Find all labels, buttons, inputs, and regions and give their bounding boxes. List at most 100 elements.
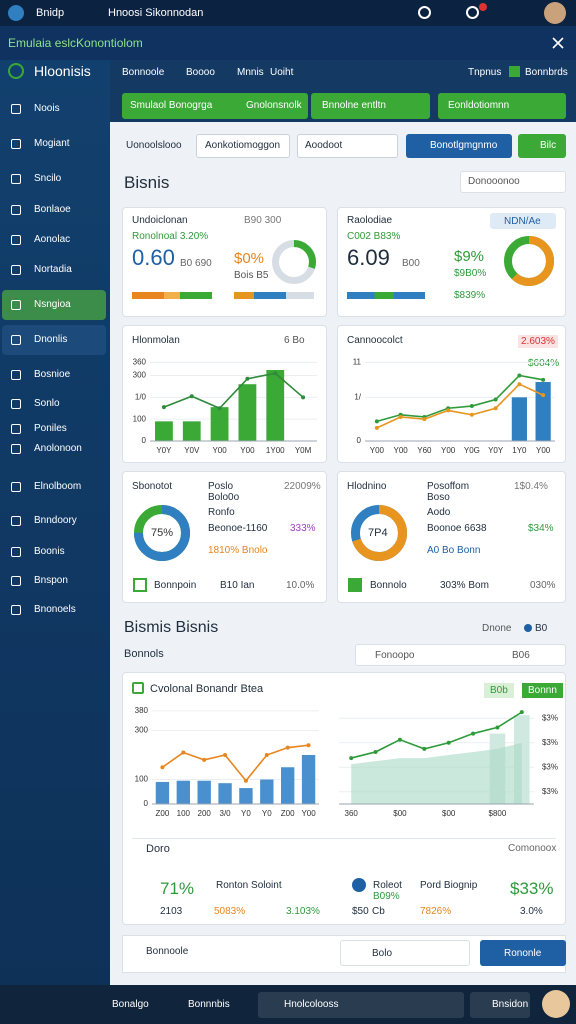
y-tick-label: 1/0 xyxy=(135,392,147,401)
kpi-value: 6.09 xyxy=(347,245,390,270)
nav-item[interactable]: Sonlo xyxy=(34,398,60,409)
panel-control[interactable]: 6 Bo xyxy=(284,335,305,346)
stat-value: $33% xyxy=(510,879,554,898)
section-control[interactable] xyxy=(460,171,566,193)
nav-item[interactable]: Noois xyxy=(34,103,60,114)
filter-text: Bonotlgmgnmo xyxy=(430,140,498,151)
nav-item[interactable]: Sncilo xyxy=(34,173,62,184)
close-button[interactable] xyxy=(552,37,564,49)
nav-icon xyxy=(11,174,21,184)
status-app: Bnidp xyxy=(36,7,65,19)
x-tick-label: 100 xyxy=(177,809,191,818)
nav-icon xyxy=(11,370,21,380)
nav-item[interactable]: Anolonoon xyxy=(34,443,82,454)
kpi-note: Bois B5 xyxy=(234,270,269,281)
filter-box[interactable] xyxy=(196,134,290,158)
nav-item[interactable]: Aonolac xyxy=(34,234,71,245)
nav-item[interactable]: Bnndoory xyxy=(34,515,77,526)
window-title: Emulaia eslcKonontiolom xyxy=(8,36,143,50)
point xyxy=(245,376,250,381)
nav-item[interactable]: Dnonlis xyxy=(34,334,68,345)
filter-button[interactable] xyxy=(518,134,566,158)
task-item[interactable]: Bnsidon xyxy=(492,999,529,1010)
nav-item[interactable]: Nortadia xyxy=(34,264,72,275)
avatar[interactable] xyxy=(544,2,566,24)
x-tick-label: 3/0 xyxy=(220,809,232,818)
toolbar-link[interactable]: Bonnbrds xyxy=(525,67,568,78)
task-item[interactable]: Bonalgo xyxy=(112,999,149,1010)
footer-button-text: Rononle xyxy=(504,948,542,959)
x-tick-label: Y00 xyxy=(370,446,385,455)
nav-item[interactable]: Mogiant xyxy=(34,138,70,149)
card-line: 1810% Bnolo xyxy=(208,545,268,556)
section-chip[interactable]: B0 xyxy=(535,623,548,634)
progress xyxy=(234,292,314,299)
icon xyxy=(348,578,362,592)
point xyxy=(422,417,427,422)
nav-item[interactable]: Poniles xyxy=(34,423,67,434)
point xyxy=(397,737,402,742)
x-tick-label: Y0Y xyxy=(488,446,504,455)
footer-left[interactable]: Bonnoole xyxy=(146,946,189,957)
toolbar-tab[interactable]: Mnnis xyxy=(237,67,264,78)
footer-button[interactable] xyxy=(480,940,566,966)
x-tick-label: Y00 xyxy=(240,446,255,455)
y-tick-label: 100 xyxy=(133,414,147,423)
card-title: Sbonotot xyxy=(132,481,173,492)
bar xyxy=(155,421,173,441)
combo-chart: 0 100 1/0 300 360 Y0Y Y0V Y00 Y00 1Y00 Y0M xyxy=(133,357,317,455)
task-item[interactable]: Hnolcolooss xyxy=(284,999,339,1010)
nav-item[interactable]: Elnolboom xyxy=(34,481,82,492)
filter-text: Bilc xyxy=(540,140,557,151)
action-button[interactable] xyxy=(122,93,308,119)
action-button[interactable] xyxy=(311,93,430,119)
action-label: Bnnolne entltn xyxy=(322,100,386,111)
y-tick-label: $3% xyxy=(542,787,558,796)
nav-item[interactable]: Bnspon xyxy=(34,575,68,586)
donut: 75% xyxy=(134,505,190,561)
donut-center: 7P4 xyxy=(368,527,388,539)
task-active xyxy=(470,992,530,1018)
card-col: Poslo xyxy=(208,481,234,492)
nav-item[interactable]: Boonis xyxy=(34,546,65,557)
nav-icon xyxy=(11,576,21,586)
icon xyxy=(352,878,366,892)
x-tick-label: Y0Y xyxy=(156,446,172,455)
nav-item[interactable]: Bnonoels xyxy=(34,604,76,615)
nav-item[interactable]: Bonlaoe xyxy=(34,204,71,215)
big-card-chip[interactable]: B0b xyxy=(484,683,514,698)
toolbar-tab[interactable]: Boooo xyxy=(186,67,215,78)
y-tick-label: 360 xyxy=(133,357,147,366)
bar xyxy=(218,783,232,804)
title-bar xyxy=(0,26,576,60)
x-tick-label: Y60 xyxy=(417,446,432,455)
footer-box[interactable] xyxy=(340,940,470,966)
x-tick-label: Z00 xyxy=(156,809,170,818)
avatar[interactable] xyxy=(542,990,570,1018)
kpi-title: Undoiclonan xyxy=(132,215,188,226)
point xyxy=(301,395,306,400)
nav-item[interactable]: Bosnioe xyxy=(34,369,71,380)
doro-control[interactable]: Comonoox xyxy=(508,843,557,854)
stat-title: Roleot xyxy=(373,880,402,891)
action-button[interactable] xyxy=(438,93,566,119)
point xyxy=(264,753,269,757)
x-tick-label: Z00 xyxy=(281,809,295,818)
toolbar-tab[interactable]: Bonnoole xyxy=(122,67,165,78)
big-card-chip[interactable]: Bonnn xyxy=(522,683,563,698)
card-title: Hlodnino xyxy=(347,481,387,492)
y-tick-label: 300 xyxy=(133,371,147,380)
nav-item[interactable]: Nsngioa xyxy=(34,299,71,310)
dropdown[interactable] xyxy=(355,644,566,666)
section-chip[interactable]: Dnone xyxy=(482,623,512,634)
toolbar-tab[interactable]: Uoiht xyxy=(270,67,294,78)
toolbar-link[interactable]: Tnpnus xyxy=(468,67,502,78)
filter-select[interactable] xyxy=(297,134,398,158)
dropdown-text: Fonoopo xyxy=(375,650,415,661)
filter-button[interactable] xyxy=(406,134,512,158)
task-item[interactable]: Bonnnbis xyxy=(188,999,230,1010)
card-col: Bolo0o xyxy=(208,492,240,503)
card-foot: 10.0% xyxy=(286,580,315,591)
progress xyxy=(132,292,212,299)
